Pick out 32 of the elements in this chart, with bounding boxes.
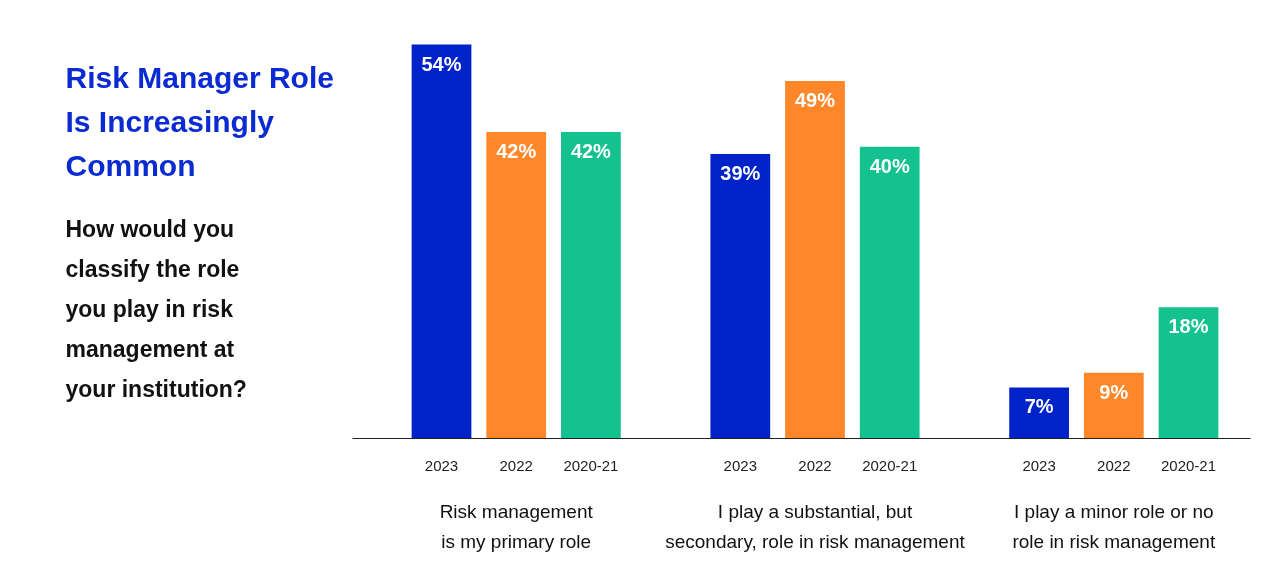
text: 2022 — [798, 456, 832, 474]
data-label: 49% — [794, 88, 836, 111]
series-label: 2023 — [424, 456, 459, 474]
bar — [486, 132, 547, 439]
data-label: 18% — [1168, 315, 1209, 338]
bar — [1083, 372, 1144, 439]
bar — [785, 80, 845, 439]
bar — [1158, 307, 1219, 439]
data-label: 39% — [720, 161, 761, 184]
data-label: 7% — [1024, 395, 1054, 418]
x-tick-label: I play a minor role or no role in risk management — [1012, 501, 1216, 552]
text: 2023 — [1022, 456, 1056, 474]
data-label: 54% — [421, 52, 462, 75]
bar — [1009, 387, 1069, 439]
text: 2023 — [723, 456, 757, 474]
data-label: 42% — [570, 140, 612, 163]
bar — [411, 44, 472, 439]
data-label: 42% — [496, 140, 537, 163]
series-label: 2020-21 — [563, 456, 619, 474]
text: How would you classify the role you play in risk management at your institution? — [65, 215, 247, 402]
data-label: 9% — [1099, 380, 1129, 403]
text: 2022 — [1097, 456, 1131, 474]
bar — [561, 132, 621, 439]
text: 2020-21 — [1160, 456, 1217, 474]
text: 2020-21 — [862, 456, 918, 474]
x-tick-label: Risk management is my primary role — [439, 501, 594, 552]
bar — [710, 153, 771, 439]
series-label: 2022 — [499, 456, 533, 474]
text: Risk Manager Role Is Increasingly Common — [65, 61, 334, 182]
data-label: 40% — [869, 154, 910, 177]
x-tick-label: I play a substantial, but secondary, role in risk management — [665, 501, 966, 552]
bar — [859, 146, 920, 439]
